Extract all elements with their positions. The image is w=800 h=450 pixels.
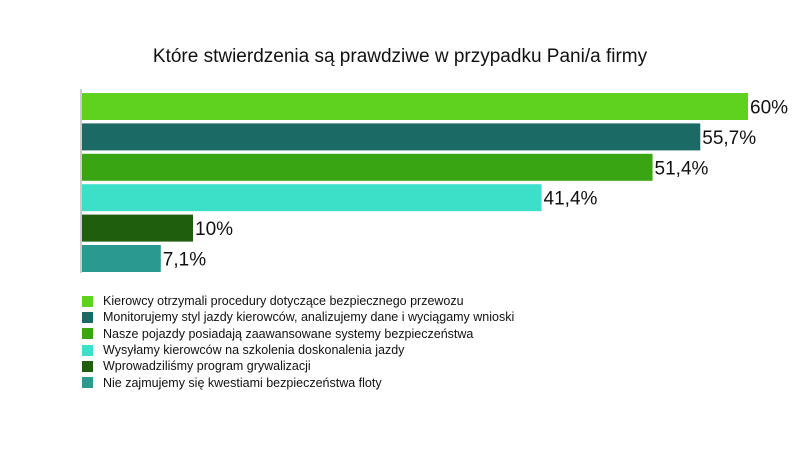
legend-swatch <box>82 295 93 307</box>
legend-swatch <box>82 360 93 372</box>
legend-item: Wprowadziliśmy program grywalizacji <box>82 358 514 374</box>
bar-6 <box>82 245 161 272</box>
legend-label: Wprowadziliśmy program grywalizacji <box>103 359 311 374</box>
bars-group: 60% 55,7% 51,4% 41,4% 10% 7,1% <box>82 93 788 272</box>
legend-swatch <box>82 344 93 356</box>
data-label-6: 7,1% <box>163 250 206 271</box>
chart-title: Które stwierdzenia są prawdziwe w przypa… <box>152 46 648 67</box>
legend-swatch <box>82 328 93 340</box>
legend-swatch <box>82 311 93 323</box>
legend-label: Nasze pojazdy posiadają zaawansowane sys… <box>103 326 474 341</box>
legend-item: Nasze pojazdy posiadają zaawansowane sys… <box>82 326 514 342</box>
data-label-3: 51,4% <box>655 158 709 179</box>
legend: Kierowcy otrzymali procedury dotyczące b… <box>82 293 514 391</box>
bar-5 <box>82 214 193 242</box>
legend-label: Wysyłamy kierowców na szkolenia doskonal… <box>103 343 405 358</box>
legend-label: Nie zajmujemy się kwestiami bezpieczeńst… <box>103 375 382 390</box>
data-label-4: 41,4% <box>544 189 598 210</box>
bar-chart: 60% 55,7% 51,4% 41,4% 10% 7,1% <box>80 89 788 273</box>
legend-item: Kierowcy otrzymali procedury dotyczące b… <box>82 293 514 309</box>
legend-item: Nie zajmujemy się kwestiami bezpieczeńst… <box>82 374 514 390</box>
bar-4 <box>82 184 542 212</box>
legend-item: Monitorujemy styl jazdy kierowców, anali… <box>82 309 514 325</box>
legend-label: Kierowcy otrzymali procedury dotyczące b… <box>103 294 464 309</box>
legend-label: Monitorujemy styl jazdy kierowców, anali… <box>103 310 515 325</box>
bar-1 <box>82 93 748 120</box>
data-label-5: 10% <box>195 219 233 240</box>
data-label-1: 60% <box>750 98 788 119</box>
legend-swatch <box>82 377 93 389</box>
data-label-2: 55,7% <box>702 128 756 149</box>
bar-3 <box>82 153 653 181</box>
bar-2 <box>82 123 701 151</box>
legend-item: Wysyłamy kierowców na szkolenia doskonal… <box>82 342 514 358</box>
